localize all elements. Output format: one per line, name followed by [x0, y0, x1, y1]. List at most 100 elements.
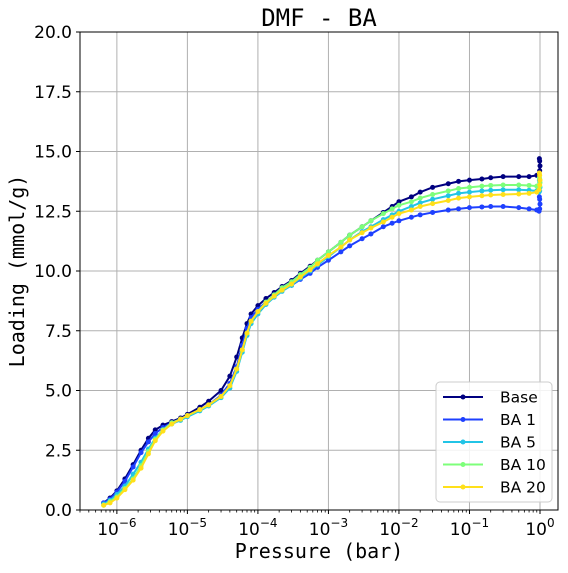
data-point: [526, 206, 532, 212]
series-group: [101, 156, 543, 508]
data-point: [138, 465, 144, 471]
data-point: [263, 300, 269, 306]
data-point: [430, 209, 436, 215]
data-point: [325, 252, 331, 258]
y-tick-label: 12.5: [34, 202, 72, 222]
data-point: [417, 200, 423, 206]
y-tick-label: 17.5: [34, 83, 72, 103]
data-point: [130, 477, 136, 483]
data-point: [389, 206, 395, 212]
data-point: [380, 219, 386, 225]
data-point: [408, 207, 414, 213]
data-point: [466, 177, 472, 183]
data-point: [516, 205, 522, 211]
data-point: [516, 187, 522, 193]
data-point: [396, 202, 402, 208]
y-axis-label: Loading (mmol/g): [5, 175, 29, 368]
data-point: [408, 203, 414, 209]
data-point: [417, 212, 423, 218]
y-tick-label: 10.0: [34, 262, 72, 282]
data-point: [466, 184, 472, 190]
chart-title: DMF - BA: [261, 4, 377, 32]
data-point: [218, 393, 224, 399]
y-tick-label: 2.5: [45, 441, 72, 461]
x-axis-label: Pressure (bar): [235, 539, 404, 563]
data-point: [359, 224, 365, 230]
data-point: [430, 196, 436, 202]
data-point: [408, 194, 414, 200]
legend-entry: Base: [443, 389, 538, 407]
data-point: [347, 237, 353, 243]
data-point: [516, 174, 522, 180]
data-point: [197, 407, 203, 413]
data-point: [297, 274, 303, 280]
data-point: [396, 218, 402, 224]
data-point: [325, 257, 331, 263]
data-point: [488, 182, 494, 188]
data-point: [396, 199, 402, 205]
data-point: [479, 183, 485, 189]
data-point: [178, 416, 184, 422]
data-point: [152, 431, 158, 437]
data-point: [526, 174, 532, 180]
legend-entry: BA 5: [443, 434, 536, 452]
data-point: [206, 398, 212, 404]
data-point: [417, 203, 423, 209]
data-point: [325, 249, 331, 255]
data-point: [101, 502, 107, 508]
data-point: [152, 427, 158, 433]
data-point: [107, 500, 113, 506]
data-point: [526, 182, 532, 188]
data-point: [380, 211, 386, 217]
data-point: [479, 188, 485, 194]
data-point: [488, 187, 494, 193]
data-point: [500, 192, 506, 198]
data-point: [537, 177, 543, 183]
data-point: [184, 413, 190, 419]
data-point: [430, 201, 436, 207]
x-tick-label: 10−5: [168, 516, 207, 540]
y-tick-label: 20.0: [34, 23, 72, 43]
data-point: [408, 214, 414, 220]
data-point: [271, 293, 277, 299]
legend-swatch-marker: [460, 394, 466, 400]
data-point: [408, 199, 414, 205]
data-point: [536, 170, 542, 176]
data-point: [536, 156, 542, 162]
data-point: [244, 330, 250, 336]
data-point: [445, 207, 451, 213]
legend-swatch-marker: [460, 417, 466, 422]
data-point: [445, 197, 451, 203]
x-tick-label: 10−4: [238, 516, 277, 540]
data-point: [315, 257, 321, 263]
legend-entry: BA 20: [443, 479, 546, 497]
data-point: [122, 487, 128, 493]
data-point: [289, 281, 295, 287]
data-point: [488, 175, 494, 181]
y-tick-label: 5.0: [45, 382, 72, 402]
data-point: [206, 402, 212, 408]
data-point: [347, 232, 353, 238]
data-point: [466, 194, 472, 200]
data-point: [456, 195, 462, 201]
x-tick-label: 10−2: [379, 516, 418, 540]
y-tick-label: 0.0: [45, 501, 72, 521]
data-point: [537, 201, 543, 207]
data-point: [218, 388, 224, 393]
data-point: [239, 347, 245, 353]
data-point: [526, 190, 532, 196]
axes: 0.0 2.5 5.0 7.5 10.0 12.5 15.0 17.5 20.0 10−6 10−5…: [34, 23, 554, 540]
data-point: [138, 450, 144, 456]
data-point: [445, 181, 451, 187]
data-point: [338, 239, 344, 245]
data-point: [279, 287, 285, 293]
data-point: [516, 191, 522, 197]
data-point: [389, 214, 395, 220]
data-point: [500, 182, 506, 188]
data-point: [114, 495, 120, 501]
data-point: [160, 428, 166, 434]
data-point: [500, 174, 506, 180]
legend-label: Base: [500, 389, 538, 407]
data-point: [359, 230, 365, 236]
